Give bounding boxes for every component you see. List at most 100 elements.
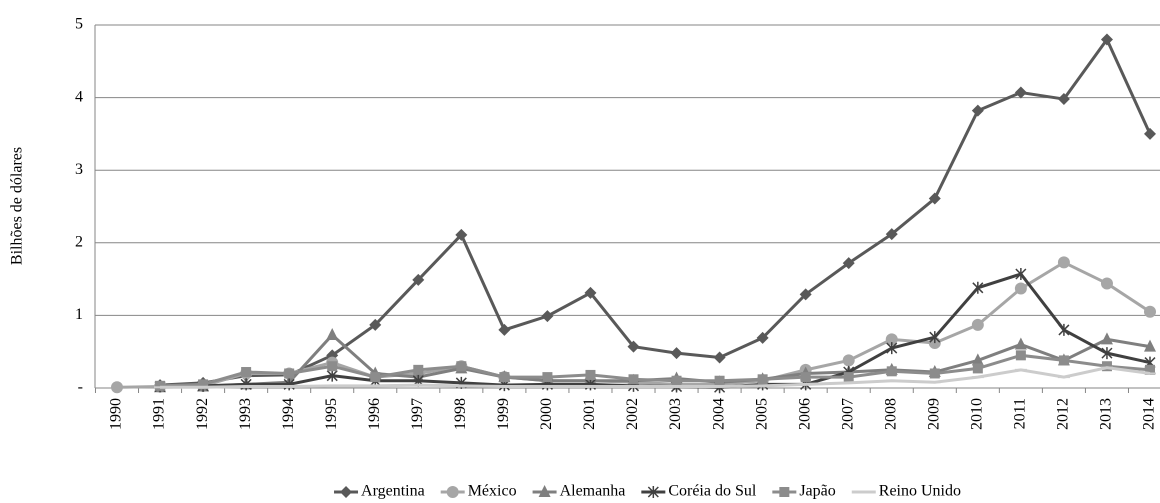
series	[154, 268, 1156, 394]
point	[1014, 86, 1027, 99]
point	[1057, 256, 1070, 269]
point	[971, 353, 984, 366]
point	[627, 340, 640, 353]
point	[369, 318, 382, 331]
point	[412, 273, 425, 286]
point	[799, 288, 812, 301]
point	[455, 228, 468, 241]
x-tick-label: 1994	[280, 398, 297, 430]
x-tick-label: 2007	[839, 398, 856, 430]
series	[155, 350, 1155, 391]
x-tick-label: 1993	[237, 398, 254, 430]
point	[1100, 277, 1113, 290]
point	[886, 342, 898, 355]
point	[1100, 33, 1113, 46]
point	[842, 257, 855, 270]
point	[1014, 282, 1027, 295]
x-tick-label: 1997	[409, 398, 426, 430]
point	[1145, 364, 1155, 375]
x-tick-label: 2011	[1012, 398, 1029, 429]
x-tick-label: 2012	[1055, 398, 1072, 430]
point	[800, 372, 811, 383]
x-tick-label: 2002	[624, 398, 641, 430]
x-tick-label: 2000	[538, 398, 555, 430]
point	[1015, 268, 1027, 281]
y-tick-label: 1	[75, 306, 83, 323]
point	[713, 351, 726, 364]
y-tick-label: 4	[75, 88, 83, 105]
point	[542, 372, 553, 383]
y-tick-label: 3	[75, 161, 83, 178]
point	[413, 364, 424, 375]
legend-marker	[446, 486, 459, 498]
point	[1057, 93, 1070, 106]
point	[498, 323, 511, 336]
point	[1015, 350, 1026, 361]
point	[1144, 127, 1156, 140]
point	[971, 104, 984, 117]
point	[1058, 323, 1070, 336]
legend-marker	[647, 486, 659, 498]
point	[1144, 305, 1156, 318]
point	[756, 331, 769, 344]
point	[972, 363, 983, 374]
point	[929, 331, 941, 344]
legend-marker	[340, 486, 353, 498]
legend-label: Reino Unido	[879, 483, 961, 500]
point	[670, 347, 683, 360]
point	[241, 367, 252, 378]
point	[843, 372, 854, 383]
legend-item: Japão	[772, 483, 836, 500]
series	[154, 366, 1156, 389]
point	[971, 318, 984, 331]
line	[159, 353, 1151, 388]
point	[456, 361, 467, 372]
legend-label: Coréia do Sul	[668, 483, 757, 500]
point	[1144, 339, 1156, 352]
line	[160, 366, 1151, 389]
x-tick-label: 2014	[1141, 398, 1158, 430]
point	[929, 368, 940, 379]
point	[885, 228, 898, 241]
x-tick-label: 1999	[495, 398, 512, 430]
y-axis-label: Bilhões de dólares	[9, 147, 26, 265]
x-tick-label: 2006	[796, 398, 813, 430]
point	[1058, 355, 1069, 366]
x-tick-label: 1991	[151, 398, 168, 430]
legend-marker	[538, 485, 551, 497]
legend-item: Argentina	[334, 483, 425, 500]
x-tick-label: 2013	[1098, 398, 1115, 430]
point	[757, 374, 768, 385]
legend-label: Alemanha	[560, 483, 626, 500]
point	[628, 374, 639, 385]
legend: Argentina México Alemanha Coréia do Sul Japã…	[334, 483, 961, 500]
point	[584, 286, 597, 299]
x-tick-label: 2001	[581, 398, 598, 430]
legend-label: México	[468, 483, 517, 500]
legend-item: México	[440, 483, 517, 500]
legend-item: Alemanha	[532, 483, 626, 500]
point	[928, 192, 941, 205]
point	[1101, 347, 1113, 360]
legend-item: Reino Unido	[851, 483, 961, 500]
x-tick-label: 2010	[969, 398, 986, 430]
legend-marker	[779, 487, 790, 497]
point	[326, 369, 338, 382]
x-tick-label: 2003	[667, 398, 684, 430]
y-tick-label: 2	[75, 233, 83, 250]
point	[1014, 337, 1027, 350]
x-tick-label: 2005	[753, 398, 770, 430]
point	[842, 354, 855, 367]
point	[886, 366, 897, 377]
point	[1100, 332, 1113, 345]
line	[159, 36, 1152, 387]
x-tick-label: 2004	[710, 398, 727, 430]
legend-item: Coréia do Sul	[641, 483, 757, 500]
x-tick-label: 2009	[925, 398, 942, 430]
series	[154, 33, 1156, 392]
legend-label: Japão	[799, 483, 835, 500]
point	[671, 375, 682, 386]
x-tick-label: 1998	[452, 398, 469, 430]
point	[972, 281, 984, 294]
